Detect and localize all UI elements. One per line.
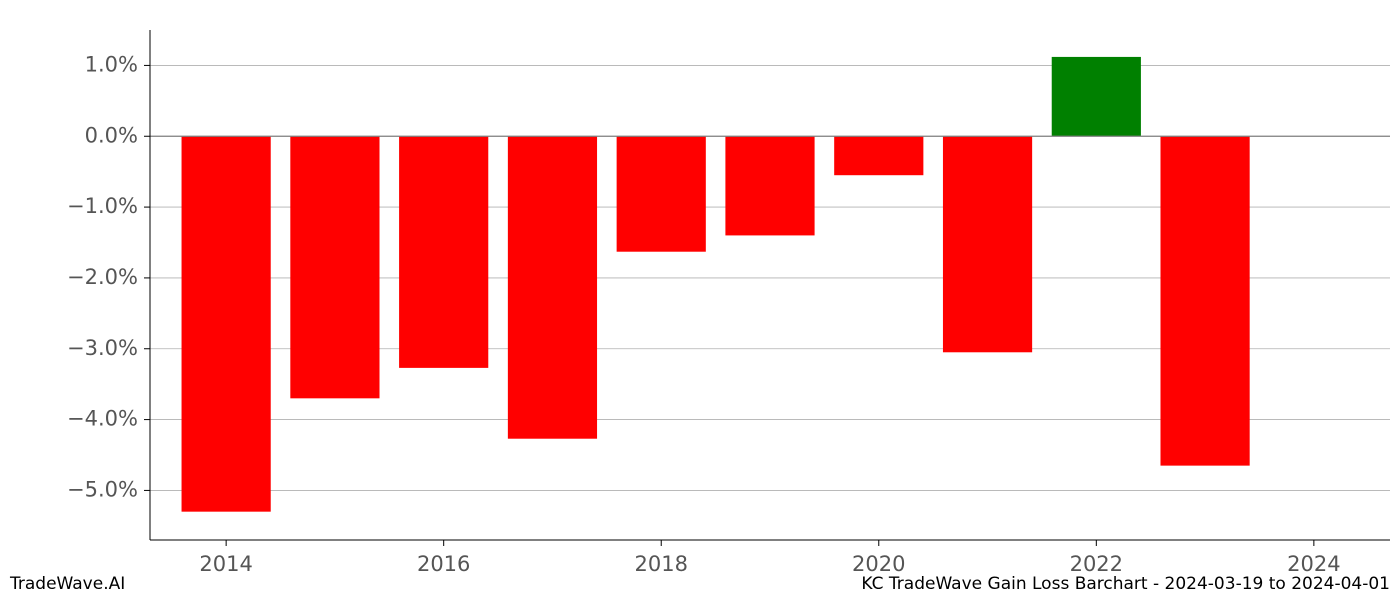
y-tick-label: −2.0% <box>67 265 138 289</box>
bar-2021 <box>943 136 1032 352</box>
bar-2022 <box>1052 57 1141 136</box>
bar-2023 <box>1160 136 1249 465</box>
gain-loss-barchart: −5.0% −4.0% −3.0% −2.0% −1.0% 0.0% 1.0% 2014 201… <box>0 0 1400 600</box>
bar-2014 <box>182 136 271 511</box>
y-tick-label: 1.0% <box>85 52 138 76</box>
x-tick-label: 2014 <box>199 552 252 576</box>
bar-2019 <box>725 136 814 235</box>
x-tick-label: 2018 <box>635 552 688 576</box>
x-tick-label: 2024 <box>1287 552 1340 576</box>
bar-2015 <box>290 136 379 398</box>
x-tick-label: 2020 <box>852 552 905 576</box>
y-tick-label: −1.0% <box>67 194 138 218</box>
footer-caption: KC TradeWave Gain Loss Barchart - 2024-0… <box>861 574 1390 594</box>
y-tick-label: −4.0% <box>67 407 138 431</box>
bar-2018 <box>617 136 706 251</box>
y-tick-label: −5.0% <box>67 477 138 501</box>
y-tick-label: 0.0% <box>85 123 138 147</box>
x-tick-label: 2016 <box>417 552 470 576</box>
chart-container: −5.0% −4.0% −3.0% −2.0% −1.0% 0.0% 1.0% 2014 201… <box>0 0 1400 600</box>
bar-2017 <box>508 136 597 438</box>
footer-brand: TradeWave.AI <box>10 574 125 594</box>
x-tick-label: 2022 <box>1070 552 1123 576</box>
bar-2016 <box>399 136 488 368</box>
bar-2020 <box>834 136 923 175</box>
y-tick-label: −3.0% <box>67 336 138 360</box>
